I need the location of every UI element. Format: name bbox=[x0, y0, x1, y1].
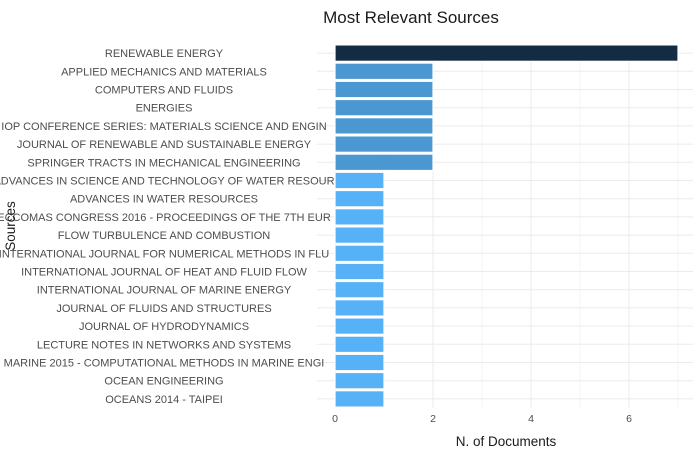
category-label: INTERNATIONAL JOURNAL FOR NUMERICAL METH… bbox=[0, 248, 329, 260]
bar bbox=[334, 98, 434, 117]
bar bbox=[334, 371, 385, 390]
category-label: MARINE 2015 - COMPUTATIONAL METHODS IN M… bbox=[4, 358, 325, 370]
category-labels: RENEWABLE ENERGY APPLIED MECHANICS AND MA… bbox=[0, 48, 335, 406]
category-label: SPRINGER TRACTS IN MECHANICAL ENGINEERIN… bbox=[27, 157, 300, 169]
bar bbox=[334, 189, 385, 208]
chart-title: Most Relevant Sources bbox=[323, 8, 499, 27]
x-tick-label: 6 bbox=[626, 413, 632, 425]
x-tick-label: 0 bbox=[332, 413, 338, 425]
category-label: ECCOMAS CONGRESS 2016 - PROCEEDINGS OF T… bbox=[0, 212, 331, 224]
x-tick-label: 2 bbox=[430, 413, 436, 425]
bar bbox=[334, 153, 434, 172]
bars-group bbox=[334, 44, 679, 408]
bar bbox=[334, 117, 434, 135]
category-label: JOURNAL OF FLUIDS AND STRUCTURES bbox=[56, 303, 271, 315]
bar bbox=[334, 244, 385, 263]
category-label: FLOW TURBULENCE AND COMBUSTION bbox=[58, 230, 271, 242]
category-label: INTERNATIONAL JOURNAL OF HEAT AND FLUID … bbox=[21, 267, 307, 279]
category-label: INTERNATIONAL JOURNAL OF MARINE ENERGY bbox=[37, 285, 292, 297]
bar bbox=[334, 299, 385, 317]
bar bbox=[334, 171, 385, 190]
bar bbox=[334, 280, 385, 299]
category-label: JOURNAL OF HYDRODYNAMICS bbox=[79, 321, 249, 333]
category-label: ADVANCES IN WATER RESOURCES bbox=[70, 194, 258, 206]
category-label: JOURNAL OF RENEWABLE AND SUSTAINABLE ENE… bbox=[17, 139, 312, 151]
x-axis-title: N. of Documents bbox=[456, 434, 557, 449]
bar bbox=[334, 335, 385, 354]
bar bbox=[334, 390, 385, 408]
bar bbox=[334, 44, 679, 62]
gridlines bbox=[317, 44, 693, 408]
category-label: ENERGIES bbox=[136, 103, 193, 115]
bar bbox=[334, 317, 385, 335]
bar bbox=[334, 208, 385, 226]
x-tick-label: 4 bbox=[528, 413, 534, 425]
category-label: LECTURE NOTES IN NETWORKS AND SYSTEMS bbox=[37, 339, 291, 351]
bar bbox=[334, 135, 434, 153]
bar bbox=[334, 353, 385, 372]
y-axis-title: Sources bbox=[3, 201, 18, 251]
category-label: IOP CONFERENCE SERIES: MATERIALS SCIENCE… bbox=[1, 121, 326, 133]
category-label: RENEWABLE ENERGY bbox=[105, 48, 224, 60]
category-label: COMPUTERS AND FLUIDS bbox=[95, 85, 233, 97]
category-label: OCEANS 2014 - TAIPEI bbox=[105, 394, 223, 406]
bar bbox=[334, 80, 434, 99]
category-label: APPLIED MECHANICS AND MATERIALS bbox=[61, 66, 267, 78]
bar bbox=[334, 226, 385, 244]
category-label: OCEAN ENGINEERING bbox=[104, 376, 223, 388]
x-tick-labels: 0 2 4 6 bbox=[332, 413, 632, 425]
bar bbox=[334, 62, 434, 81]
bar bbox=[334, 262, 385, 281]
category-label: ADVANCES IN SCIENCE AND TECHNOLOGY OF WA… bbox=[0, 176, 335, 188]
